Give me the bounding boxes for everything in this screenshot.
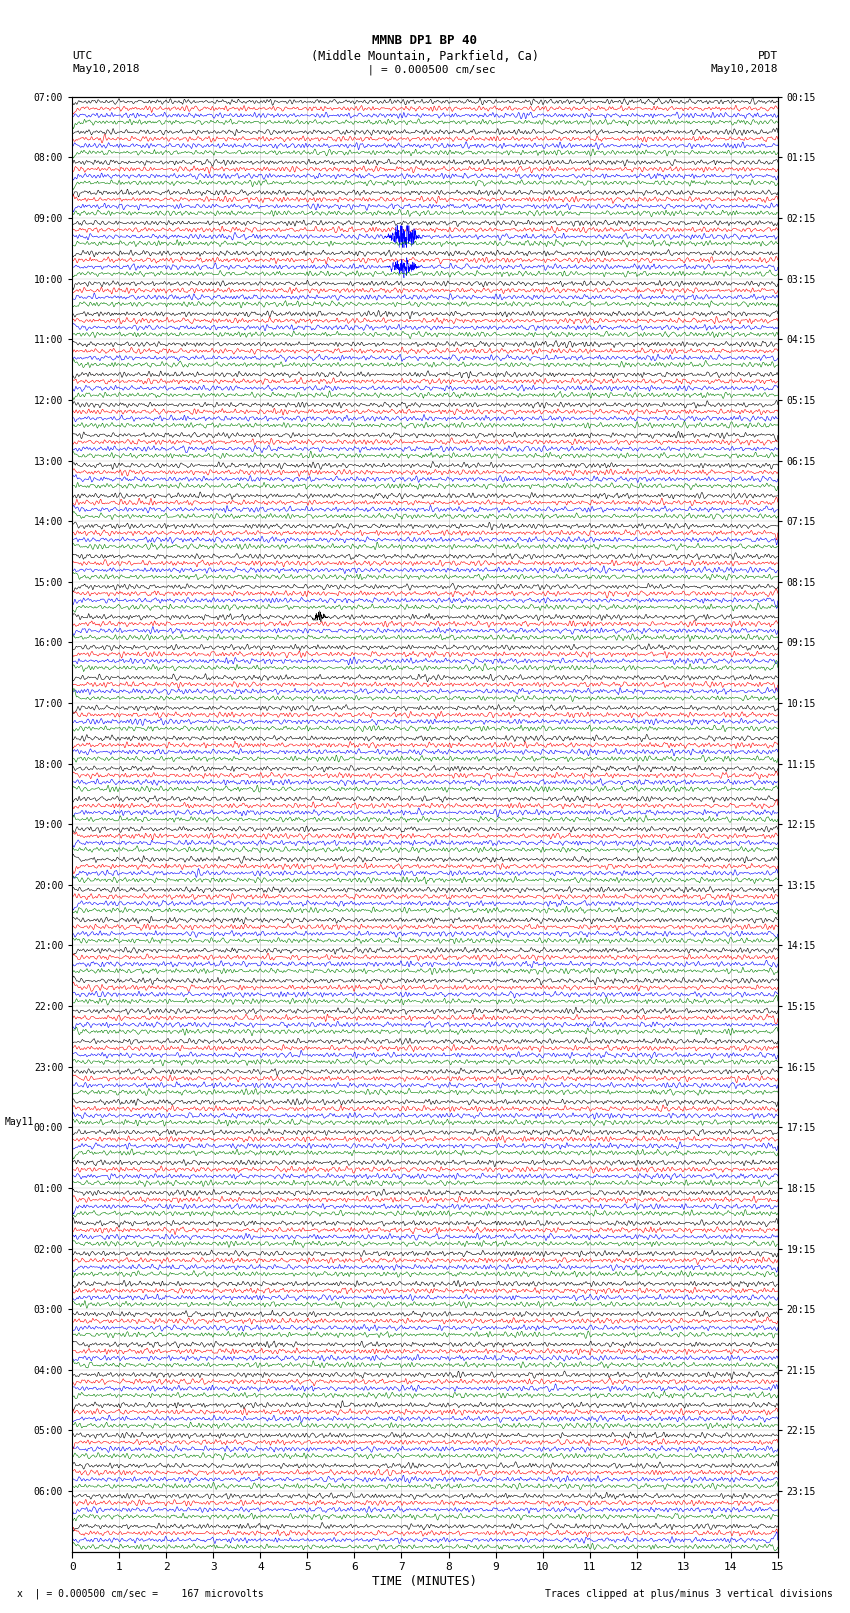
Text: | = 0.000500 cm/sec: | = 0.000500 cm/sec — [354, 65, 496, 74]
Text: Traces clipped at plus/minus 3 vertical divisions: Traces clipped at plus/minus 3 vertical … — [545, 1589, 833, 1598]
Text: MMNB DP1 BP 40: MMNB DP1 BP 40 — [372, 34, 478, 47]
X-axis label: TIME (MINUTES): TIME (MINUTES) — [372, 1574, 478, 1587]
Text: May11: May11 — [4, 1118, 34, 1127]
Text: May10,2018: May10,2018 — [72, 65, 139, 74]
Text: PDT: PDT — [757, 52, 778, 61]
Text: x  | = 0.000500 cm/sec =    167 microvolts: x | = 0.000500 cm/sec = 167 microvolts — [17, 1589, 264, 1598]
Text: May10,2018: May10,2018 — [711, 65, 778, 74]
Text: (Middle Mountain, Parkfield, Ca): (Middle Mountain, Parkfield, Ca) — [311, 50, 539, 63]
Text: UTC: UTC — [72, 52, 93, 61]
